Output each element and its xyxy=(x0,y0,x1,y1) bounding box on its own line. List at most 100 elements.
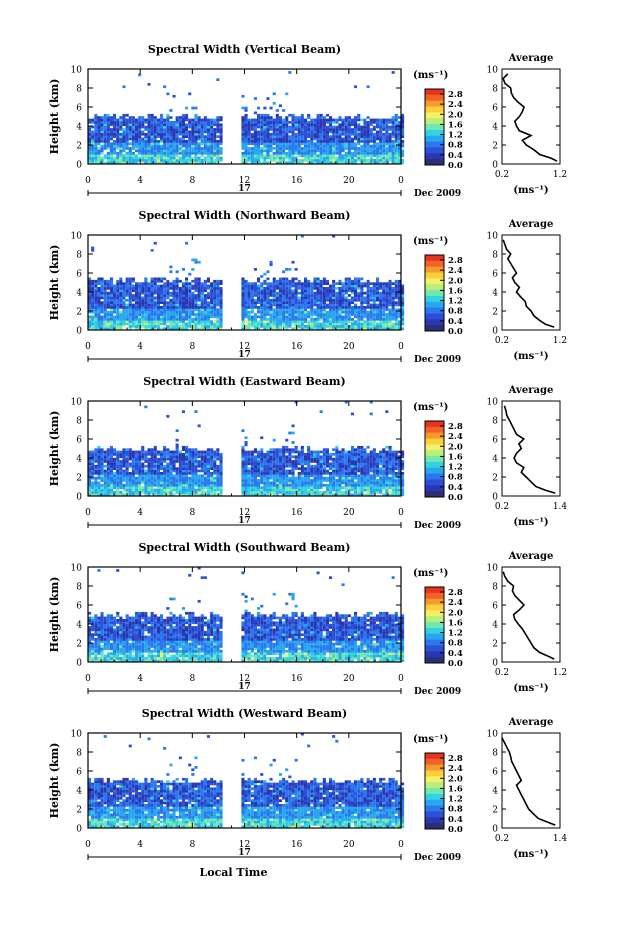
heatmap-cell xyxy=(160,455,164,459)
heatmap-cell xyxy=(203,128,207,131)
heatmap-cell xyxy=(257,460,261,463)
heatmap-cell xyxy=(178,118,182,122)
heatmap-cell xyxy=(166,479,170,482)
heatmap-cell xyxy=(197,156,201,160)
profile-y-tick-label: 8 xyxy=(492,85,498,95)
heatmap-cell xyxy=(288,151,292,155)
heatmap-cell xyxy=(300,142,304,146)
heatmap-cell xyxy=(307,315,311,319)
heatmap-cell xyxy=(354,156,358,160)
heatmap-cell xyxy=(188,306,192,309)
heatmap-cell xyxy=(260,118,264,122)
heatmap-cell xyxy=(91,320,95,323)
heatmap-cell xyxy=(360,156,364,160)
x-tick-label: 0 xyxy=(398,342,404,352)
heatmap-cell xyxy=(269,320,273,323)
heatmap-cell xyxy=(257,327,261,331)
heatmap-cell xyxy=(357,147,361,150)
heatmap-cell xyxy=(325,118,329,122)
heatmap-cell xyxy=(200,308,204,312)
heatmap-cell xyxy=(257,284,261,288)
heatmap-cell xyxy=(188,448,192,451)
heatmap-cell xyxy=(122,135,126,138)
heatmap-cell xyxy=(288,306,292,309)
heatmap-cell xyxy=(244,450,248,454)
heatmap-cell xyxy=(269,128,273,131)
heatmap-cell xyxy=(116,284,120,288)
heatmap-cell xyxy=(394,149,398,153)
heatmap-cell xyxy=(169,486,173,489)
colorbar-swatch xyxy=(425,260,444,268)
heatmap-cell xyxy=(141,453,145,456)
heatmap-cell xyxy=(244,469,248,473)
heatmap-cell xyxy=(397,116,401,119)
heatmap-cell xyxy=(260,448,264,451)
heatmap-cell xyxy=(138,149,142,153)
heatmap-cell xyxy=(188,483,192,487)
heatmap-cell xyxy=(253,130,257,134)
heatmap-cell xyxy=(106,279,110,283)
heatmap-cell xyxy=(91,325,95,328)
heatmap-cell xyxy=(156,464,160,468)
heatmap-cell xyxy=(372,140,376,143)
heatmap-cell xyxy=(97,315,101,319)
heatmap-cell xyxy=(88,483,92,487)
heatmap-cell xyxy=(275,116,279,119)
heatmap-cell xyxy=(169,121,173,124)
heatmap-cell xyxy=(109,298,113,302)
heatmap-cell xyxy=(188,291,192,295)
heatmap-cell xyxy=(166,92,170,96)
heatmap-cell xyxy=(360,282,364,285)
heatmap-cell xyxy=(116,481,120,485)
heatmap-cell xyxy=(213,493,217,497)
heatmap-cell xyxy=(88,121,92,124)
heatmap-cell xyxy=(385,142,389,146)
heatmap-cell xyxy=(181,488,185,492)
heatmap-cell xyxy=(166,325,170,328)
heatmap-cell xyxy=(291,277,295,281)
heatmap-cell xyxy=(194,306,198,309)
heatmap-cell xyxy=(401,135,405,138)
heatmap-cell xyxy=(147,132,151,136)
heatmap-cell xyxy=(294,289,298,293)
heatmap-cell xyxy=(138,322,142,326)
heatmap-cell xyxy=(369,156,373,160)
heatmap-cell xyxy=(131,467,135,470)
heatmap-cell xyxy=(269,306,273,309)
heatmap-cell xyxy=(194,144,198,148)
heatmap-cell xyxy=(294,301,298,304)
heatmap-cell xyxy=(97,118,101,122)
heatmap-cell xyxy=(172,320,176,323)
heatmap-cell xyxy=(347,125,351,129)
heatmap-cell xyxy=(304,320,308,323)
heatmap-cell xyxy=(272,132,276,136)
heatmap-cell xyxy=(156,320,160,323)
heatmap-cell xyxy=(181,483,185,487)
heatmap-cell xyxy=(216,78,220,81)
heatmap-cell xyxy=(376,135,380,138)
heatmap-cell xyxy=(172,460,176,463)
heatmap-cell xyxy=(244,325,248,328)
heatmap-cell xyxy=(307,156,311,160)
heatmap-cell xyxy=(178,455,182,459)
heatmap-cell xyxy=(216,322,220,326)
heatmap-cell xyxy=(122,161,126,165)
heatmap-cell xyxy=(169,265,173,269)
heatmap-cell xyxy=(150,149,154,153)
heatmap-cell xyxy=(169,325,173,328)
heatmap-cell xyxy=(354,279,358,283)
heatmap-cell xyxy=(210,481,214,485)
heatmap-cell xyxy=(150,308,154,312)
heatmap-cell xyxy=(144,455,148,459)
heatmap-cell xyxy=(200,479,204,482)
heatmap-cell xyxy=(316,142,320,146)
heatmap-cell xyxy=(282,270,286,274)
heatmap-cell xyxy=(266,277,270,281)
heatmap-cell xyxy=(300,289,304,293)
heatmap-cell xyxy=(197,460,201,463)
heatmap-cell xyxy=(156,140,160,143)
heatmap-cell xyxy=(244,282,248,285)
heatmap-cell xyxy=(385,147,389,150)
heatmap-cell xyxy=(366,313,370,316)
heatmap-cell xyxy=(94,118,98,122)
